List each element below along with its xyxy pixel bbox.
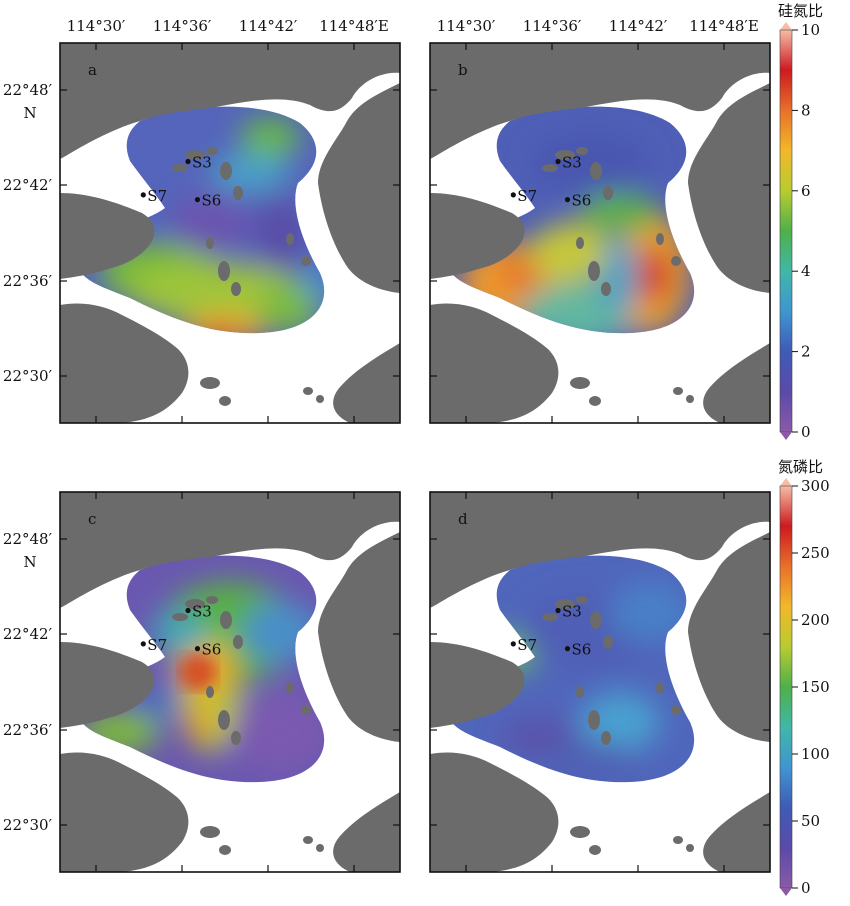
colorbar-n-p-title: 氮磷比: [778, 458, 823, 476]
colorbar-tick-label: 200: [801, 611, 830, 629]
panel-c-label: c: [88, 510, 96, 528]
station-label: S6: [201, 641, 221, 659]
station-label: S7: [147, 636, 167, 654]
panel-d: d: [429, 491, 771, 873]
lat-tick-label: 22°30′: [3, 816, 53, 834]
lon-tick-label: 114°42′: [239, 17, 298, 35]
colorbar-tick-label: 50: [801, 812, 820, 830]
colorbar-n-p: 氮磷比 300 250 200 150 100 50 0: [778, 458, 830, 897]
lat-tick-label: 22°42′: [3, 625, 53, 643]
colorbar-tick-label: 2: [801, 343, 811, 361]
panel-c-frame: [59, 491, 401, 873]
colorbar-tick-label: 4: [801, 262, 811, 280]
lon-tick-label: 114°30′: [437, 17, 496, 35]
station-s3: S3: [185, 603, 212, 621]
station-marker: [194, 197, 201, 203]
station-s3: S3: [185, 154, 212, 172]
north-label: N: [23, 553, 36, 571]
colorbar-n-p-ramp: [779, 485, 793, 889]
station-label: S3: [192, 603, 212, 621]
lat-tick-label: 22°42′: [3, 176, 53, 194]
panel-d-frame: [429, 491, 771, 873]
station-marker: [555, 607, 561, 614]
station-label: S7: [517, 187, 537, 205]
station-marker: [185, 158, 191, 165]
station-s6: S6: [564, 192, 591, 210]
colorbar-tick-label: 10: [801, 21, 820, 39]
colorbar-tick-label: 6: [801, 182, 811, 200]
station-label: S3: [562, 154, 582, 172]
station-s6: S6: [194, 192, 221, 210]
station-marker: [510, 641, 516, 647]
station-marker: [194, 646, 201, 652]
station-s7: S7: [510, 187, 537, 205]
colorbar-tick-label: 100: [801, 745, 830, 763]
station-label: S3: [192, 154, 212, 172]
north-label: N: [23, 104, 36, 122]
station-s7: S7: [140, 187, 167, 205]
panel-d-label: d: [458, 510, 468, 528]
panel-a-frame: [59, 42, 401, 424]
lat-tick-label: 22°48′: [3, 530, 53, 548]
axes-layer: 114°30′ 114°36′ 114°42′ 114°48′E 22°48′ 22°42…: [3, 17, 770, 872]
stations-layer: S3 S7 S6 S3 S7 S6 S3 S7 S6 S3 S7 S6: [140, 154, 591, 659]
colorbar-tick-label: 300: [801, 477, 830, 495]
lat-tick-label: 22°30′: [3, 367, 53, 385]
colorbar-si-n: 硅氮比 10 8 6 4 2 0: [778, 2, 823, 441]
panel-b: b: [429, 42, 771, 424]
panel-b-frame: [429, 42, 771, 424]
station-s6: S6: [564, 641, 591, 659]
station-marker: [564, 646, 571, 652]
station-s3: S3: [555, 154, 582, 172]
lon-tick-label: 114°30′: [67, 17, 126, 35]
colorbar-tick-label: 150: [801, 678, 830, 696]
station-label: S6: [571, 192, 591, 210]
station-label: S7: [517, 636, 537, 654]
station-s6: S6: [194, 641, 221, 659]
colorbar-si-n-title: 硅氮比: [778, 2, 823, 20]
lon-tick-label: 114°48′E: [689, 17, 759, 35]
panel-c: c: [59, 491, 401, 873]
panel-b-label: b: [458, 61, 468, 79]
lon-tick-label: 114°36′: [523, 17, 582, 35]
station-s7: S7: [510, 636, 537, 654]
lon-tick-label: 114°42′: [609, 17, 668, 35]
panel-a-color-field: [76, 106, 325, 334]
station-marker: [510, 192, 516, 198]
station-label: S6: [571, 641, 591, 659]
station-label: S3: [562, 603, 582, 621]
colorbar-si-n-ramp: [779, 29, 793, 433]
colorbar-tick-label: 8: [801, 101, 811, 119]
station-s7: S7: [140, 636, 167, 654]
station-s3: S3: [555, 603, 582, 621]
station-marker: [555, 158, 561, 165]
station-label: S7: [147, 187, 167, 205]
panel-a-label: a: [88, 61, 97, 79]
station-label: S6: [201, 192, 221, 210]
colorbar-tick-label: 250: [801, 544, 830, 562]
station-marker: [140, 192, 146, 198]
lat-tick-label: 22°36′: [3, 272, 53, 290]
colorbar-tick-label: 0: [801, 879, 811, 897]
station-marker: [185, 607, 191, 614]
lon-tick-label: 114°36′: [153, 17, 212, 35]
lat-tick-label: 22°48′: [3, 81, 53, 99]
panel-a: a: [59, 42, 401, 424]
colorbar-tick-label: 0: [801, 423, 811, 441]
lat-tick-label: 22°36′: [3, 721, 53, 739]
station-marker: [140, 641, 146, 647]
station-marker: [564, 197, 571, 203]
lon-tick-label: 114°48′E: [319, 17, 389, 35]
